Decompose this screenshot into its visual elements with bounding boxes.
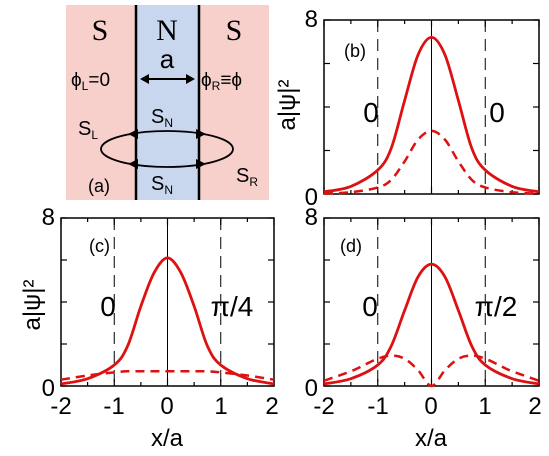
x-axis-label-c: x/a [151,425,184,452]
x-tick-label: 1 [478,393,491,420]
panel-d-label: (d) [340,236,362,256]
panel-a-label: (a) [88,176,110,196]
panel-d-left-phase: 0 [362,291,378,322]
plot-panel-c: a|ψ|² 8 0 (c) 0 π/4 [19,204,275,402]
x-axis-label-d: x/a [415,425,448,452]
panel-b-ylabel: a|ψ|² [274,80,301,131]
panel-b-right-phase: 0 [489,97,505,128]
panel-b-ytick-top: 8 [305,6,318,33]
x-tick-label: 2 [528,393,541,420]
x-tick-label: 0 [160,393,173,420]
x-tick-label: -2 [50,393,71,420]
panel-c-ytick-top: 8 [42,204,55,231]
loop-arrow-top-left [128,129,138,139]
loop-arrow-bottom-right [196,159,206,169]
trajectory-loop [100,130,234,168]
width-arrow-left-head [140,74,149,84]
plot-panel-d: 8 0 (d) 0 π/2 [305,204,540,402]
left-region-label: S [92,14,109,47]
panel-d-dashed-curve [323,354,540,388]
width-label: a [160,44,175,74]
x-tick-label: 1 [214,393,227,420]
panel-c-solid-curve [60,256,275,386]
x-axis-labels-d: -2 -1 0 1 2 x/a [313,393,541,452]
loop-arrow-top-right [196,129,206,139]
panel-d-ytick-top: 8 [305,204,318,231]
s-r-label: SR [236,165,258,189]
panel-c-left-phase: 0 [100,291,116,322]
panel-b-ytick-zero: 0 [305,184,318,211]
phase-left-label: ϕL=0 [71,70,110,93]
loop-arrow-bottom-left [128,159,138,169]
panel-d-ytick-zero: 0 [305,375,318,402]
width-arrow-right-head [186,74,195,84]
x-tick-label: 2 [265,393,278,420]
right-region-label: S [226,14,243,47]
panel-c-label: (c) [89,236,110,256]
x-tick-label: -1 [367,393,388,420]
right-superconductor-region [199,5,269,200]
x-tick-label: 0 [424,393,437,420]
panel-c-right-phase: π/4 [211,291,254,322]
left-superconductor-region [66,5,136,200]
panel-c-ylabel: a|ψ|² [19,280,46,331]
s-n-top-label: SN [151,106,173,130]
s-n-bottom-label: SN [151,173,173,197]
panel-b-dashed-curve [323,129,540,195]
schematic-panel-a: S N S a ϕL=0 ϕR≡ϕ SN SL SN SR (a) [66,5,269,200]
middle-region-label: N [156,14,178,47]
x-tick-label: -1 [103,393,124,420]
x-axis-labels-c: -2 -1 0 1 2 x/a [50,393,278,452]
x-tick-label: -2 [313,393,334,420]
panel-d-solid-curve [323,262,540,386]
panel-b-left-phase: 0 [363,97,379,128]
panel-c-ytick-zero: 0 [42,375,55,402]
panel-c-dashed-curve [60,369,275,381]
s-l-label: SL [78,118,98,142]
panel-d-right-phase: π/2 [475,291,518,322]
phase-right-label: ϕR≡ϕ [201,70,242,93]
panel-b-solid-curve [323,35,540,194]
panel-b-label: (b) [344,41,366,61]
plot-panel-b: a|ψ|² 8 0 (b) 0 0 [274,6,540,211]
